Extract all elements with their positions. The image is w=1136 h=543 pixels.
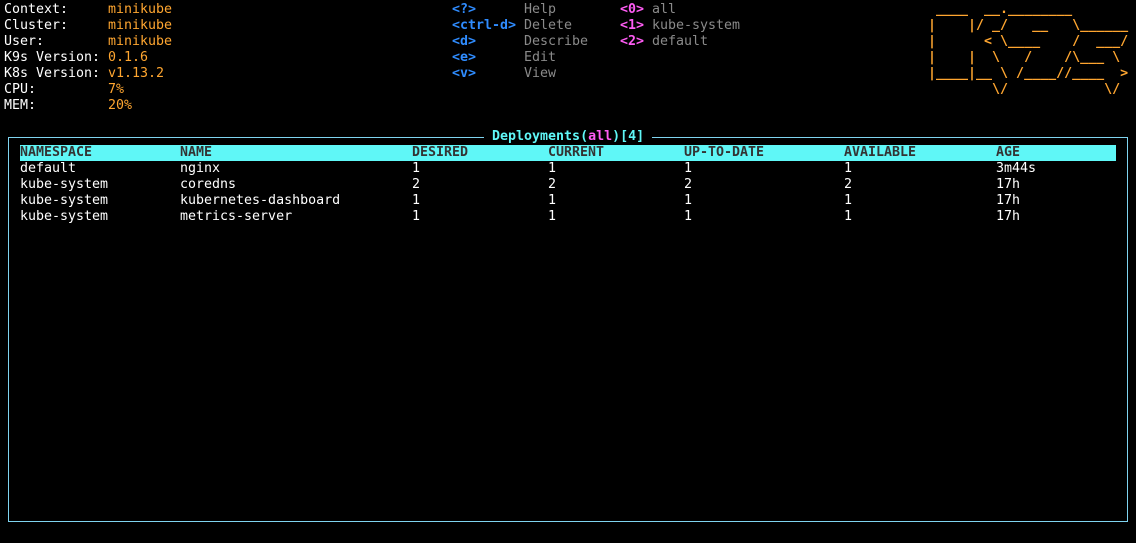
- hint-key[interactable]: <d>: [452, 34, 477, 49]
- hint-key[interactable]: <ctrl-d>: [452, 18, 517, 33]
- info-label: K9s Version:: [4, 50, 101, 65]
- table-cell: 2: [548, 177, 557, 192]
- table-cell: 1: [412, 193, 421, 208]
- resource-count: 4: [628, 129, 637, 144]
- namespace-key[interactable]: <0>: [620, 2, 645, 17]
- info-value: minikube: [108, 18, 173, 33]
- table-cell: 1: [548, 193, 557, 208]
- namespace-key[interactable]: <2>: [620, 34, 645, 49]
- table-cell: 2: [684, 177, 693, 192]
- info-value: 7%: [108, 82, 125, 97]
- info-value: 0.1.6: [108, 50, 149, 65]
- hint-key[interactable]: <e>: [452, 50, 477, 65]
- info-value: v1.13.2: [108, 66, 165, 81]
- table-cell: 1: [684, 209, 693, 224]
- column-header[interactable]: CURRENT: [548, 145, 605, 160]
- table-cell: coredns: [180, 177, 237, 192]
- table-cell: 17h: [996, 193, 1021, 208]
- hint-label: Edit: [524, 50, 557, 65]
- info-value: 20%: [108, 98, 133, 113]
- table-header: NAMESPACE NAME DESIRED CURRENT UP-TO-DATE AVA…: [20, 145, 1116, 161]
- table-cell: 3m44s: [996, 161, 1037, 176]
- hint-label: Help: [524, 2, 557, 17]
- table-row[interactable]: kube-system coredns 2 2 2 2 17h: [20, 177, 1116, 193]
- table-row[interactable]: kube-system metrics-server 1 1 1 1 17h: [20, 209, 1116, 225]
- column-header[interactable]: NAMESPACE: [20, 145, 93, 160]
- table-cell: 1: [548, 209, 557, 224]
- column-header[interactable]: AVAILABLE: [844, 145, 917, 160]
- table-cell: 1: [684, 193, 693, 208]
- info-label: Cluster:: [4, 18, 69, 33]
- k9s-logo: ____ __.________ | |/ _/ __ \______ | < …: [928, 2, 1129, 97]
- info-value: minikube: [108, 2, 173, 17]
- namespace-label[interactable]: all: [652, 2, 677, 17]
- table-cell: 17h: [996, 209, 1021, 224]
- namespace-key[interactable]: <1>: [620, 18, 645, 33]
- table-row[interactable]: default nginx 1 1 1 1 3m44s: [20, 161, 1116, 177]
- table-cell: kube-system: [20, 177, 109, 192]
- info-label: User:: [4, 34, 45, 49]
- panel-title: Deployments(all)[4]: [484, 129, 653, 145]
- column-header[interactable]: NAME: [180, 145, 213, 160]
- column-header[interactable]: AGE: [996, 145, 1021, 160]
- table-cell: kubernetes-dashboard: [180, 193, 341, 208]
- table-cell: 1: [684, 161, 693, 176]
- table-cell: metrics-server: [180, 209, 293, 224]
- hint-label: Describe: [524, 34, 589, 49]
- hint-label: View: [524, 66, 557, 81]
- column-header[interactable]: DESIRED: [412, 145, 469, 160]
- table-row[interactable]: kube-system kubernetes-dashboard 1 1 1 1 17h: [20, 193, 1116, 209]
- table-cell: 1: [412, 161, 421, 176]
- table-cell: 2: [844, 177, 853, 192]
- table-cell: 1: [844, 193, 853, 208]
- namespace-label[interactable]: default: [652, 34, 709, 49]
- table-cell: nginx: [180, 161, 221, 176]
- namespace-label[interactable]: kube-system: [652, 18, 741, 33]
- table-cell: 17h: [996, 177, 1021, 192]
- table-cell: 1: [412, 209, 421, 224]
- table-cell: kube-system: [20, 209, 109, 224]
- info-label: Context:: [4, 2, 69, 17]
- info-label: MEM:: [4, 98, 37, 113]
- table-cell: 1: [548, 161, 557, 176]
- hint-key[interactable]: <?>: [452, 2, 477, 17]
- info-label: CPU:: [4, 82, 37, 97]
- table-cell: kube-system: [20, 193, 109, 208]
- table-cell: 1: [844, 161, 853, 176]
- info-value: minikube: [108, 34, 173, 49]
- hint-label: Delete: [524, 18, 573, 33]
- table-cell: 1: [844, 209, 853, 224]
- table-cell: 2: [412, 177, 421, 192]
- resource-title: Deployments: [492, 129, 581, 144]
- table-cell: default: [20, 161, 77, 176]
- namespace-filter: all: [588, 129, 613, 144]
- column-header[interactable]: UP-TO-DATE: [684, 145, 765, 160]
- hint-key[interactable]: <v>: [452, 66, 477, 81]
- info-label: K8s Version:: [4, 66, 101, 81]
